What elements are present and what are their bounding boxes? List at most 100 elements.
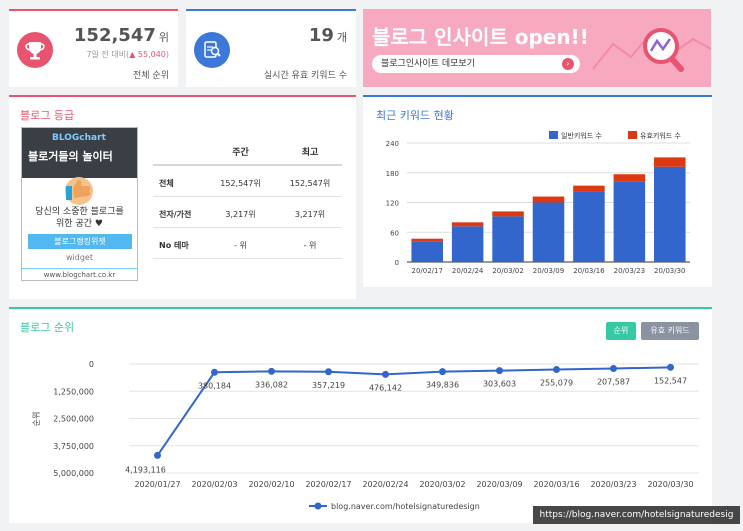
rank-chart-title: 블로그 순위 [20,321,75,334]
rank-caption: 전체 순위 [133,71,169,81]
blogchart-widget[interactable]: BLOGchart 블로거들의 놀이터 당신의 소중한 블로그를 위한 공간 ♥… [21,127,138,281]
widget-message: 당신의 소중한 블로그를 위한 공간 ♥ [35,207,124,229]
widget-url[interactable]: www.blogchart.co.kr [22,268,137,279]
rank-data-label: 349,836 [426,381,459,390]
x-tick-label: 2020/03/23 [590,480,636,489]
bar-valid [492,211,524,217]
banner-title: 블로그 인사이트 open!! [372,25,589,49]
keyword-search-icon [194,32,230,68]
bar-normal [451,226,484,262]
x-tick-label: 2020/03/16 [533,480,579,489]
grade-table: 주간 최고 전체 152,547위 152,547위 전자/가전 3,217위 … [153,137,342,259]
rank-point [667,363,674,371]
bar-normal [654,166,686,262]
chevron-right-icon: › [562,58,574,70]
x-tick-label: 20/03/23 [614,267,645,275]
rank-data-label: 207,587 [597,378,630,387]
keyword-count-card: 19 개 실시간 유효 키워드 수 [186,9,356,87]
x-tick-label: 20/03/02 [492,267,523,275]
keyword-chart-card: 최근 키워드 현황 일반키워드 수 유효키워드 수 0 60 120 180 240 20… [363,95,712,287]
bar-normal [532,202,565,262]
rank-data-label: 476,142 [369,383,402,392]
x-tick-label: 2020/02/03 [191,480,237,489]
source-watermark: https://blog.naver.com/hotelsignaturedes… [533,506,740,524]
x-tick-label: 2020/03/30 [647,480,693,489]
widget-label: widget [66,253,93,262]
banner-demo-button[interactable]: 블로그인사이트 데모보기 › [372,55,580,73]
y-axis-label: 순위 [32,412,41,427]
x-tick-label: 2020/02/24 [362,480,408,489]
keyword-chart-title: 최근 키워드 현황 [376,109,454,122]
x-tick-label: 20/03/30 [654,267,685,275]
y-tick-label: 60 [390,229,399,237]
x-tick-label: 2020/01/27 [134,480,180,489]
rank-data-label: 303,603 [483,380,516,389]
y-tick-label: 5,000,000 [53,469,94,478]
legend-label: blog.naver.com/hotelsignaturedesign [331,502,480,511]
rank-line-chart: blog.naver.com/hotelsignaturedesign 0 1,2… [32,360,699,511]
grade-table-header: 주간 최고 [153,137,342,166]
legend-normal: 일반키워드 수 [561,131,602,140]
x-tick-label: 20/02/17 [411,267,442,275]
keyword-count-value: 19 개 [308,25,347,46]
bar-normal [492,216,524,262]
keyword-bar-chart: 일반키워드 수 유효키워드 수 0 60 120 180 240 20/02/17 20/0… [386,131,690,275]
x-tick-label: 20/03/09 [533,267,564,275]
table-row: 전자/가전 3,217위 3,217위 [153,197,342,228]
bar-normal [573,191,605,262]
bar-valid [613,174,646,182]
rank-point [211,368,218,376]
rank-compare: 7일 전 대비(▲ 55,040) [86,50,169,59]
legend-swatch-valid [628,131,637,139]
bar-normal [411,241,443,262]
rank-data-label: 336,082 [255,380,288,389]
x-tick-label: 20/02/24 [452,267,484,275]
rank-data-label: 4,193,116 [125,465,166,474]
rank-point [610,365,617,373]
y-tick-label: 0 [89,360,94,369]
widget-header: BLOGchart 블로거들의 놀이터 [22,128,137,178]
x-tick-label: 2020/02/17 [305,480,351,489]
rank-value: 152,547 위 [73,25,169,46]
y-tick-label: 1,250,000 [53,387,94,396]
bar-valid [451,222,484,227]
bar-normal [613,181,646,262]
col-weekly: 주간 [232,148,249,158]
x-tick-label: 2020/02/10 [248,480,294,489]
rank-point [439,368,446,376]
valid-keyword-toggle-button[interactable]: 유효 키워드 [641,322,699,340]
rank-point [553,366,560,374]
rank-data-label: 357,219 [312,381,345,390]
rank-point [325,368,332,376]
rank-point [382,370,389,378]
y-tick-label: 3,750,000 [53,442,94,451]
widget-subtitle: 블로거들의 놀이터 [28,150,113,163]
rank-data-label: 380,184 [198,381,231,390]
rank-toggle-button[interactable]: 순위 [606,322,636,340]
rank-chart-card: 블로그 순위 순위 유효 키워드 blog.naver.com/hotelsig… [9,307,712,523]
rank-data-label: 255,079 [540,379,573,388]
x-tick-label: 20/03/16 [573,267,605,275]
banner-decoration [592,28,711,72]
grade-title: 블로그 등급 [20,109,75,122]
thumbs-up-icon [65,177,93,205]
y-tick-label: 0 [395,259,399,267]
y-tick-label: 2,500,000 [53,415,94,424]
y-tick-label: 180 [386,170,399,178]
legend-valid: 유효키워드 수 [640,131,681,140]
bar-valid [411,238,443,242]
legend-swatch-normal [549,131,558,139]
table-row: No 테마 - 위 - 위 [153,228,342,259]
widget-brand: BLOGchart [52,133,106,143]
table-row: 전체 152,547위 152,547위 [153,166,342,197]
y-tick-label: 120 [386,200,399,208]
legend-marker [314,502,322,510]
rank-point [496,367,503,375]
rank-point [268,367,275,375]
keyword-count-caption: 실시간 유효 키워드 수 [263,71,347,81]
y-tick-label: 240 [386,140,399,148]
rank-point [154,451,161,459]
insight-banner[interactable]: 블로그 인사이트 open!! 블로그인사이트 데모보기 › [363,9,711,87]
widget-ranking-button[interactable]: 블로그랭킹위젯 [28,234,132,249]
rank-card: 152,547 위 7일 전 대비(▲ 55,040) 전체 순위 [9,9,178,87]
